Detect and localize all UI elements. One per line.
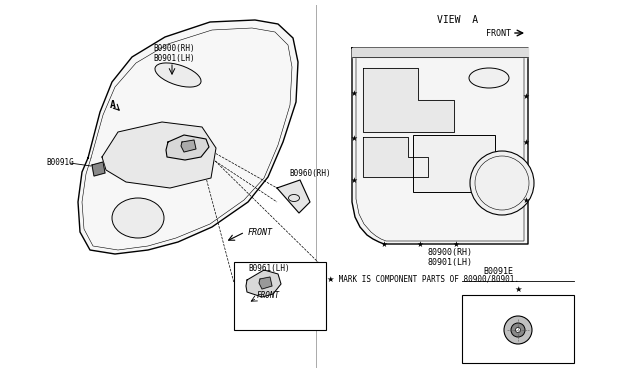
Polygon shape: [363, 68, 454, 132]
Text: ★: ★: [515, 285, 522, 294]
Text: FRONT: FRONT: [248, 228, 273, 237]
Text: MARK IS COMPONENT PARTS OF 80900/80901.: MARK IS COMPONENT PARTS OF 80900/80901.: [334, 275, 519, 283]
Polygon shape: [102, 122, 216, 188]
Ellipse shape: [155, 63, 201, 87]
Text: B0091G: B0091G: [46, 157, 74, 167]
Text: ★: ★: [351, 134, 357, 142]
Bar: [234, 262, 326, 330]
Text: ★: ★: [351, 89, 357, 97]
Ellipse shape: [112, 198, 164, 238]
Polygon shape: [363, 137, 428, 177]
Polygon shape: [277, 180, 310, 213]
Text: B0901(LH): B0901(LH): [153, 54, 195, 62]
Polygon shape: [352, 48, 528, 244]
Text: FRONT: FRONT: [257, 292, 280, 301]
Text: VIEW  A: VIEW A: [437, 15, 479, 25]
Text: B0091E: B0091E: [483, 266, 513, 276]
Text: 80901(LH): 80901(LH): [428, 259, 472, 267]
Circle shape: [470, 151, 534, 215]
Polygon shape: [166, 135, 209, 160]
Text: ★: ★: [523, 138, 529, 147]
Text: ★: ★: [523, 196, 529, 205]
Polygon shape: [78, 20, 298, 254]
Text: ★: ★: [381, 240, 387, 248]
Text: B0900(RH): B0900(RH): [153, 44, 195, 52]
Text: A: A: [110, 100, 116, 110]
Text: ★: ★: [417, 240, 424, 248]
Text: ★: ★: [326, 275, 333, 283]
Ellipse shape: [469, 68, 509, 88]
Polygon shape: [92, 162, 105, 176]
Circle shape: [515, 327, 520, 333]
Polygon shape: [181, 140, 196, 152]
Circle shape: [504, 316, 532, 344]
Text: 80900(RH): 80900(RH): [428, 248, 472, 257]
Polygon shape: [246, 270, 281, 297]
Circle shape: [511, 323, 525, 337]
Text: ★: ★: [351, 176, 357, 185]
Text: FRONT: FRONT: [486, 29, 511, 38]
Bar: [462, 295, 574, 363]
Bar: [413, 135, 495, 192]
Text: B0960(RH): B0960(RH): [289, 169, 331, 177]
Text: ★: ★: [452, 240, 460, 248]
Text: R8090055: R8090055: [529, 353, 572, 362]
Text: B0961(LH): B0961(LH): [248, 263, 290, 273]
Text: ★: ★: [523, 92, 529, 100]
Polygon shape: [259, 277, 272, 289]
